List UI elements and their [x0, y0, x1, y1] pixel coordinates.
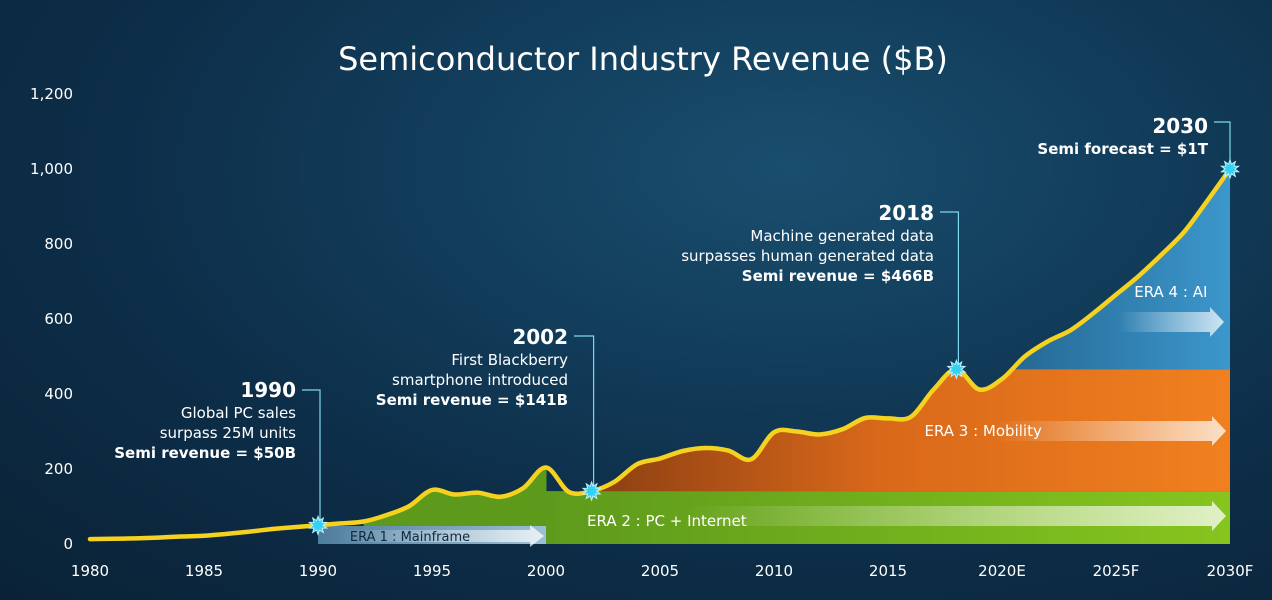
annotation-year: 2018: [878, 201, 934, 225]
x-tick-label: 1990: [299, 562, 337, 580]
annotation-year: 2030: [1152, 114, 1208, 138]
y-tick-label: 1,000: [30, 160, 73, 178]
era1-arrow: [338, 525, 544, 547]
x-tick-label: 1995: [413, 562, 451, 580]
y-tick-label: 1,200: [30, 85, 73, 103]
y-tick-label: 400: [44, 385, 73, 403]
annotation-year: 2002: [512, 325, 568, 349]
x-tick-label: 2010: [755, 562, 793, 580]
x-tick-label: 2025F: [1093, 562, 1140, 580]
era-label-4: ERA 4 : AI: [1134, 283, 1207, 301]
annotation-revenue: Semi revenue = $141B: [376, 391, 568, 409]
era-label-2: ERA 2 : PC + Internet: [587, 512, 747, 530]
chart-title: Semiconductor Industry Revenue ($B): [338, 40, 948, 78]
axis-layer: 0 200 400 600 800 1,000 1,200 1980 1985 1990 1995 2…: [30, 85, 1253, 580]
revenue-line: [87, 166, 1233, 542]
x-tick-label: 2030F: [1207, 562, 1254, 580]
annotation-leader-line: [1214, 121, 1231, 169]
x-tick-label: 2020E: [978, 562, 1026, 580]
annotation-text: First Blackberry: [451, 351, 568, 369]
x-tick-label: 2000: [527, 562, 565, 580]
era-label-3: ERA 3 : Mobility: [924, 422, 1041, 440]
annotation-leader-line: [940, 211, 960, 370]
annotation-text: Machine generated data: [750, 227, 934, 245]
annotation-text: surpasses human generated data: [681, 247, 934, 265]
annotation-star-icon: [307, 514, 329, 536]
annotation-year: 1990: [240, 378, 296, 402]
y-tick-label: 600: [44, 310, 73, 328]
era4-arrow: [1118, 307, 1224, 337]
annotation-star-icon: [946, 358, 967, 380]
annotation-leader-line: [302, 389, 321, 526]
y-tick-label: 200: [44, 460, 73, 478]
annotation-revenue: Semi revenue = $50B: [114, 444, 296, 462]
annotation-revenue: Semi revenue = $466B: [742, 267, 934, 285]
x-tick-label: 2015: [869, 562, 907, 580]
y-tick-label: 0: [63, 535, 73, 553]
annotation-text: surpass 25M units: [160, 424, 296, 442]
x-tick-label: 1980: [71, 562, 109, 580]
annotation-text: smartphone introduced: [392, 371, 568, 389]
era4-area: [956, 169, 1230, 370]
annotation-star-icon: [1219, 158, 1241, 180]
revenue-line-layer: [87, 166, 1233, 542]
annotation-text: Global PC sales: [181, 404, 296, 422]
x-tick-label: 2005: [641, 562, 679, 580]
era3-arrow: [996, 416, 1226, 446]
era2-arrow: [682, 501, 1226, 531]
annotation-star-icon: [581, 480, 602, 502]
era-label-1: ERA 1 : Mainframe: [350, 530, 470, 545]
x-tick-label: 1985: [185, 562, 223, 580]
annotation-leader-line: [574, 335, 595, 492]
y-tick-label: 800: [44, 235, 73, 253]
era-arrow-layer: ERA 1 : Mainframe ERA 2 : PC + Internet ER…: [338, 283, 1226, 547]
annotation-revenue: Semi forecast = $1T: [1037, 140, 1208, 158]
annotation-layer: 1990 Global PC sales surpass 25M units Semi…: [114, 114, 1241, 536]
